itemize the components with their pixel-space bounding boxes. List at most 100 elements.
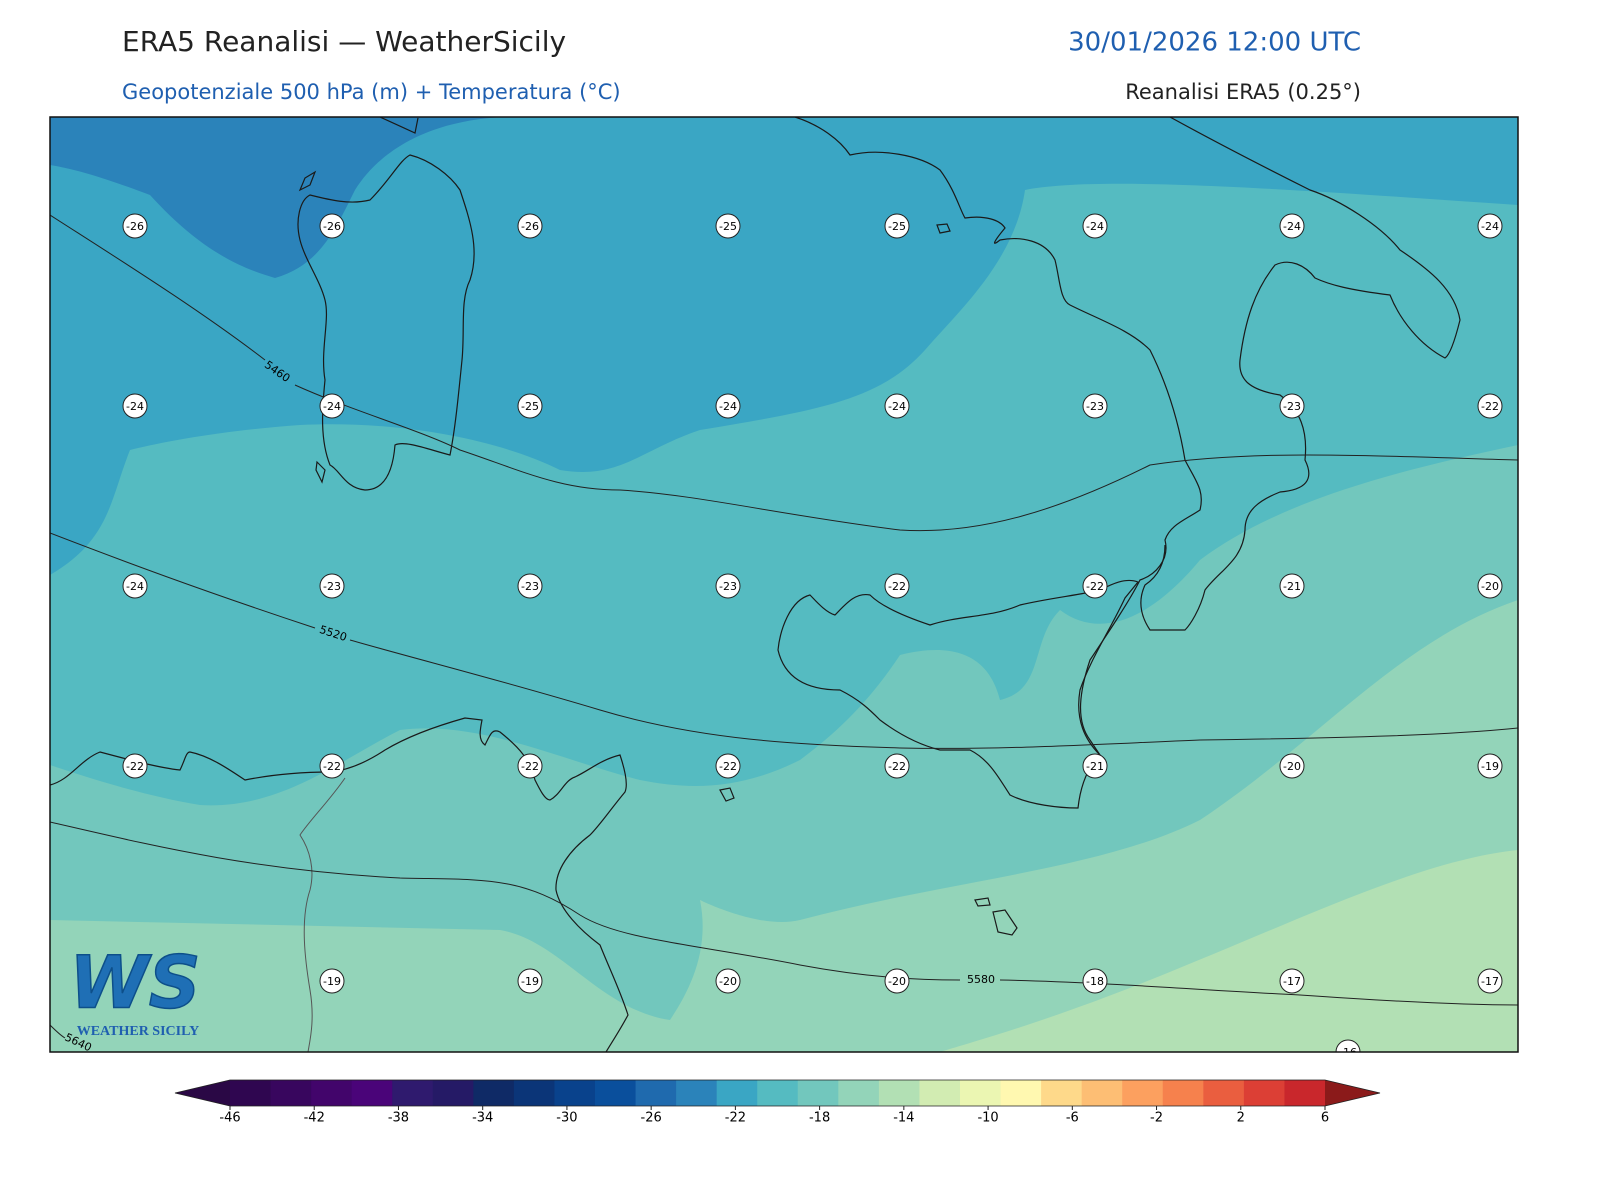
label-bubble (1082, 213, 1108, 239)
temperature-label: -20 (1481, 580, 1499, 593)
label-bubble (1279, 753, 1305, 779)
colorbar-segment (351, 1080, 393, 1106)
colorbar-segment (554, 1080, 596, 1106)
colorbar-extend (175, 1080, 230, 1106)
colorbar-tick-label: -30 (556, 1111, 577, 1126)
label-bubble (1477, 393, 1503, 419)
colorbar-segment (1041, 1080, 1083, 1106)
label-bubble (517, 213, 543, 239)
label-bubble (1279, 573, 1305, 599)
colorbar-tick-label: -10 (977, 1111, 998, 1126)
title: ERA5 Reanalisi — WeatherSicily (122, 25, 566, 58)
colorbar-tick-label: 6 (1321, 1111, 1329, 1126)
colorbar-segment (1284, 1080, 1326, 1106)
map: 5460 5520 5580 5640 -26 -26 -26 -25 -25 -24 -2… (50, 117, 1518, 1059)
label-bubble (319, 393, 345, 419)
label-bubble (1477, 573, 1503, 599)
band (50, 117, 1518, 575)
label-bubble (517, 393, 543, 419)
temperature-label: -24 (1086, 220, 1104, 233)
temperature-label: -25 (719, 220, 737, 233)
temperature-label: -19 (521, 975, 539, 988)
colorbar-segment (230, 1080, 272, 1106)
colorbar-tick-label: -6 (1066, 1111, 1079, 1126)
colorbar-segment (270, 1080, 312, 1106)
source: Reanalisi ERA5 (0.25°) (1125, 80, 1361, 104)
coastline (794, 117, 1202, 756)
temperature-label: -24 (323, 400, 341, 413)
coastline (1140, 117, 1461, 631)
label-bubble (1082, 968, 1108, 994)
colorbar-segment (1081, 1080, 1123, 1106)
temperature-label: -20 (888, 975, 906, 988)
temperature-label: -24 (126, 400, 144, 413)
temperature-label: -22 (126, 760, 144, 773)
temperature-label: -21 (1086, 760, 1104, 773)
label-bubble (1335, 1039, 1361, 1052)
colorbar-tick-label: -2 (1150, 1111, 1163, 1126)
colorbar-segment (878, 1080, 920, 1106)
colorbar-segment (595, 1080, 637, 1106)
map-frame (49, 116, 1519, 1053)
label-bubble (122, 393, 148, 419)
label-bubble (1477, 753, 1503, 779)
colorbar-segment (797, 1080, 839, 1106)
temperature-label: -26 (521, 220, 539, 233)
temperature-label: -16 (1339, 1046, 1357, 1059)
temperature-label: -24 (126, 580, 144, 593)
subtitle: Geopotenziale 500 hPa (m) + Temperatura … (122, 80, 621, 104)
temperature-label: -24 (888, 400, 906, 413)
temperature-label: -22 (888, 760, 906, 773)
label-bubble (1477, 213, 1503, 239)
colorbar-segment (838, 1080, 880, 1106)
temperature-label: -20 (1283, 760, 1301, 773)
temperature-label: -22 (1481, 400, 1499, 413)
label-bubble (1279, 393, 1305, 419)
temperature-label: -20 (719, 975, 737, 988)
label-bubble (715, 573, 741, 599)
label-bubble (319, 213, 345, 239)
temperature-label: -24 (719, 400, 737, 413)
temperature-label: -23 (521, 580, 539, 593)
colorbar-tick-label: -26 (641, 1111, 662, 1126)
label-bubble (1279, 213, 1305, 239)
temperature-label: -23 (719, 580, 737, 593)
label-bubble (1477, 968, 1503, 994)
colorbar-segment (1162, 1080, 1204, 1106)
logo-name: WEATHER SICILY (77, 1024, 200, 1039)
logo-mark: WS (69, 941, 200, 1025)
contour-label: 5580 (967, 973, 995, 986)
label-bubble (715, 753, 741, 779)
temperature-labels: -26 -26 -26 -25 -25 -24 -24 -24 -24 -24 -25 -24 -24 -… (122, 213, 1503, 1059)
colorbar-segment (919, 1080, 961, 1106)
colorbar-segment (473, 1080, 515, 1106)
band (50, 117, 505, 278)
colorbar-tick-label: -14 (893, 1111, 914, 1126)
temperature-label: -23 (1283, 400, 1301, 413)
colorbar-tick-label: -18 (809, 1111, 830, 1126)
temperature-label: -26 (126, 220, 144, 233)
datetime: 30/01/2026 12:00 UTC (1068, 28, 1361, 58)
temperature-label: -25 (521, 400, 539, 413)
temperature-label: -22 (521, 760, 539, 773)
temperature-label: -19 (1481, 760, 1499, 773)
label-bubble (884, 753, 910, 779)
colorbar-segment (1000, 1080, 1042, 1106)
temperature-label: -22 (888, 580, 906, 593)
coastline (50, 717, 629, 1052)
temperature-label: -17 (1283, 975, 1301, 988)
temperature-label: -17 (1481, 975, 1499, 988)
coastline (719, 223, 1018, 936)
temperature-label: -25 (888, 220, 906, 233)
colorbar-tick-label: -38 (388, 1111, 409, 1126)
label-bubble (517, 573, 543, 599)
colorbar-segment (960, 1080, 1002, 1106)
label-bubble (122, 753, 148, 779)
temperature-label: -22 (719, 760, 737, 773)
coastline (298, 117, 419, 484)
temperature-label: -23 (1086, 400, 1104, 413)
temperature-label: -24 (1283, 220, 1301, 233)
temperature-label: -21 (1283, 580, 1301, 593)
label-bubble (715, 968, 741, 994)
label-bubble (884, 213, 910, 239)
